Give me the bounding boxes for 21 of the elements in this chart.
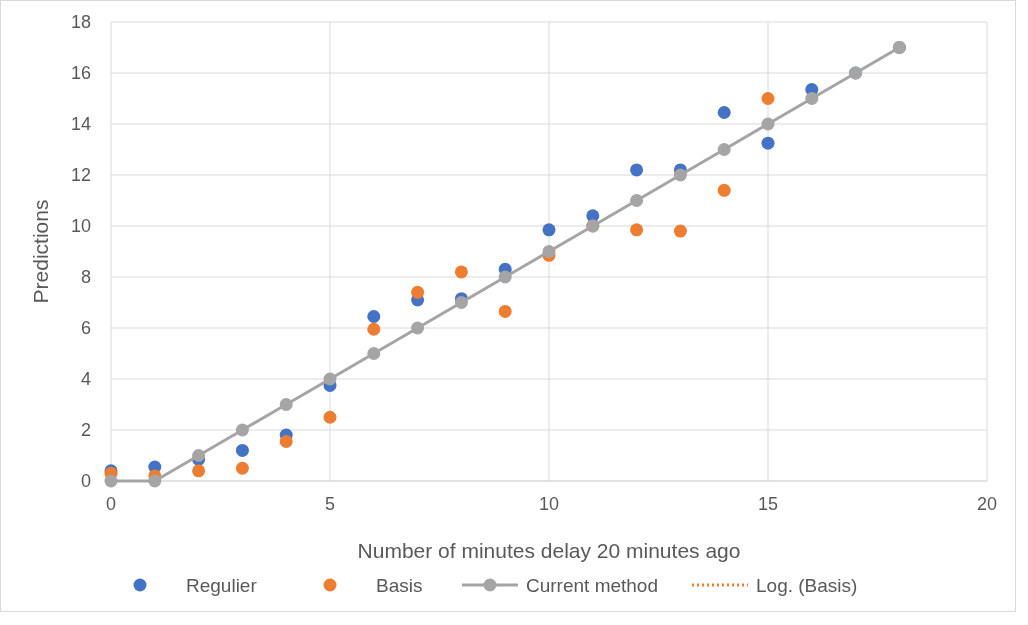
y-tick-label: 6 [80, 318, 91, 338]
y-axis-title: Predictions [29, 199, 52, 304]
x-tick-label: 0 [105, 494, 117, 514]
y-tick-label: 10 [70, 216, 91, 236]
y-tick-label: 12 [70, 165, 91, 185]
y-tick-label: 16 [70, 63, 91, 83]
x-tick-label: 20 [976, 494, 998, 514]
x-axis-title: Number of minutes delay 20 minutes ago [357, 539, 741, 562]
y-tick-label: 4 [80, 369, 91, 389]
x-tick-label: 15 [757, 494, 779, 514]
x-tick-label: 5 [324, 494, 336, 514]
legend-label: Regulier [186, 575, 258, 596]
x-tick-label: 10 [538, 494, 560, 514]
y-tick-label: 2 [80, 420, 91, 440]
legend-label: Basis [376, 575, 423, 596]
legend-label: Current method [526, 575, 659, 596]
y-tick-label: 18 [70, 12, 91, 32]
y-tick-label: 0 [80, 471, 91, 491]
legend-label: Log. (Basis) [756, 575, 858, 596]
y-tick-label: 14 [70, 114, 91, 134]
y-tick-label: 8 [80, 267, 91, 287]
